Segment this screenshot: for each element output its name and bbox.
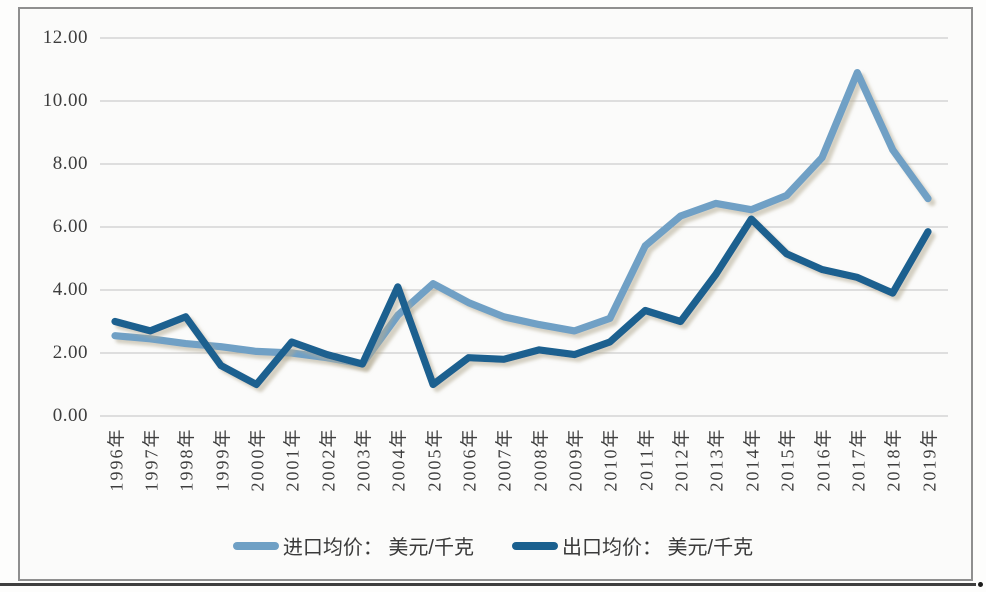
- y-axis-tick-label: 8.00: [52, 153, 88, 174]
- x-axis-tick-label: 2016年: [813, 427, 833, 492]
- x-axis-tick-label: 2017年: [848, 427, 869, 492]
- x-axis-tick-label: 2012年: [671, 427, 692, 492]
- x-axis-tick-label: 1997年: [141, 427, 162, 492]
- x-axis-tick-label: 2005年: [424, 427, 445, 492]
- y-axis-tick-label: 2.00: [52, 342, 88, 363]
- x-axis-tick-label: 2018年: [883, 427, 904, 492]
- y-axis-tick-label: 12.00: [42, 27, 88, 48]
- x-axis-tick-label: 2009年: [565, 427, 586, 492]
- bottom-divider: [0, 583, 976, 586]
- x-axis-tick-label: 2013年: [706, 427, 727, 492]
- legend-item-export-price: 出口均价： 美元/千克: [512, 531, 753, 560]
- x-axis-tick-label: 2015年: [777, 427, 798, 492]
- chart-border: [18, 7, 973, 581]
- x-axis-tick-label: 2019年: [919, 427, 939, 492]
- export-series-swatch-icon: [512, 541, 558, 550]
- x-axis-tick-label: 2002年: [318, 427, 339, 492]
- x-axis-tick-label: 2000年: [247, 427, 268, 492]
- x-axis-tick-label: 2006年: [459, 427, 480, 492]
- x-axis-tick-label: 2001年: [282, 427, 303, 492]
- series-line-export: [111, 215, 932, 389]
- x-axis-tick-label: 2010年: [600, 427, 621, 492]
- legend-label-import: 进口均价： 美元/千克: [282, 537, 474, 559]
- x-axis-tick-label: 1999年: [212, 427, 232, 492]
- y-axis-tick-label: 0.00: [52, 405, 88, 426]
- y-axis-tick-label: 10.00: [42, 90, 88, 111]
- legend-label-export: 出口均价： 美元/千克: [562, 537, 754, 559]
- x-axis-tick-label: 2014年: [742, 427, 763, 492]
- corner-dot: [978, 582, 983, 587]
- import-series-swatch-icon: [232, 541, 279, 550]
- x-axis-tick-label: 2004年: [388, 427, 409, 492]
- x-axis-tick-label: 2007年: [494, 427, 515, 492]
- x-axis-tick-label: 2003年: [353, 427, 374, 492]
- y-axis-tick-label: 4.00: [52, 279, 88, 300]
- legend: 进口均价： 美元/千克 出口均价： 美元/千克: [0, 531, 986, 560]
- legend-item-import-price: 进口均价： 美元/千克: [232, 531, 474, 560]
- x-axis-tick-label: 2008年: [530, 427, 551, 492]
- y-axis-tick-label: 6.00: [52, 216, 88, 237]
- x-axis-tick-label: 1996年: [106, 427, 126, 492]
- x-axis-tick-label: 1998年: [176, 427, 197, 492]
- x-axis-tick-label: 2011年: [636, 427, 657, 491]
- series-line-import: [111, 68, 932, 368]
